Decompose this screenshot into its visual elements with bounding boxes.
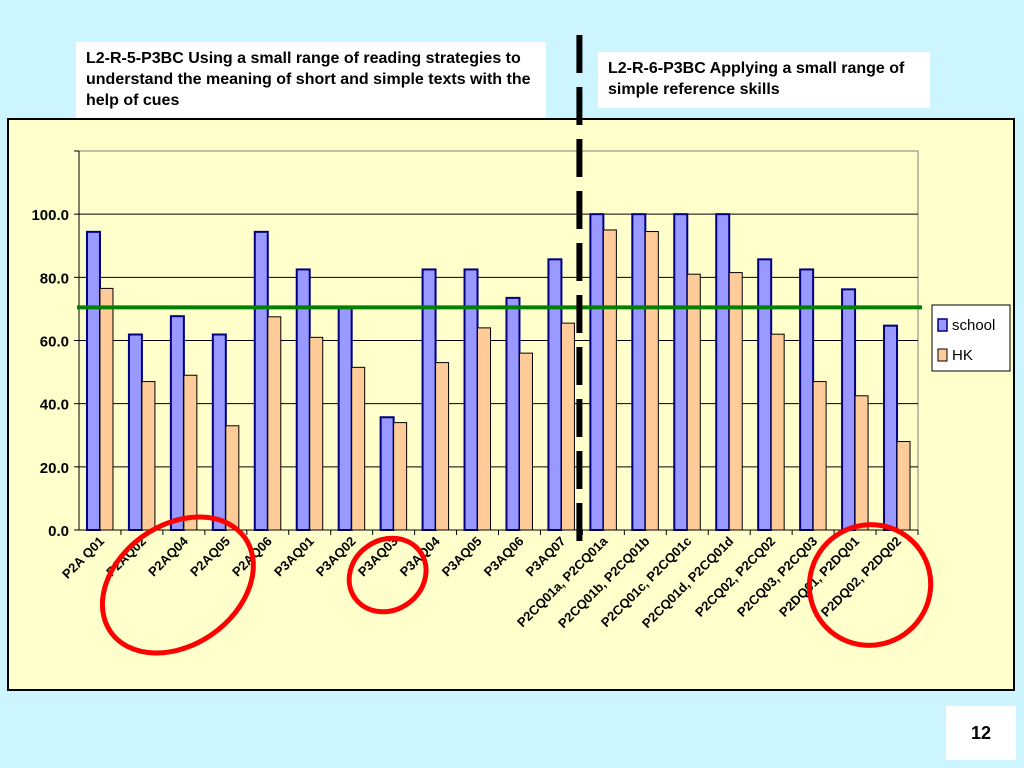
x-tick-label: P2DQ02, P2DQ02 (818, 534, 904, 620)
x-tick-label: P2AQ04 (145, 533, 191, 579)
callout-right: L2-R-6-P3BC Applying a small range of si… (598, 52, 930, 108)
bar-hk (518, 352, 533, 531)
bar-school (211, 333, 227, 532)
page-number: 12 (946, 706, 1016, 760)
grid-layer (78, 150, 919, 531)
legend-school-label: school (952, 317, 995, 334)
bar-hk (560, 322, 575, 531)
bar-school (127, 333, 143, 532)
bar-hk (728, 272, 743, 531)
y-tick-label: 0.0 (48, 523, 69, 540)
highlight-ellipse (346, 535, 429, 615)
legend: school HK (931, 304, 1011, 372)
bar-hk (812, 381, 827, 531)
bar-school (841, 288, 857, 531)
bar-hk (770, 333, 785, 531)
bar-hk (183, 374, 198, 531)
bar-school (337, 306, 353, 531)
bar-school (253, 230, 269, 531)
y-tick-label: 40.0 (40, 397, 69, 414)
bar-school (673, 213, 689, 532)
y-tick-label: 60.0 (40, 334, 69, 351)
overlay-layer (77, 35, 934, 656)
x-tick-label: P2A Q01 (59, 534, 107, 582)
bar-school (883, 324, 899, 531)
bar-school (169, 315, 185, 532)
highlight-ellipse (99, 514, 256, 656)
bar-school (379, 416, 395, 531)
legend-school-swatch (937, 318, 948, 332)
y-tick-label: 100.0 (31, 207, 69, 224)
bar-hk (896, 441, 911, 531)
bar-hk (435, 362, 450, 531)
bar-school (715, 213, 731, 532)
bar-hk (602, 229, 617, 531)
callout-left: L2-R-5-P3BC Using a small range of readi… (76, 42, 546, 120)
legend-hk-swatch (937, 348, 948, 362)
bar-hk (644, 231, 659, 531)
bar-school (547, 258, 563, 531)
bar-hk (351, 366, 366, 531)
bar-school (757, 258, 773, 531)
bars-layer (85, 213, 911, 532)
bar-school (631, 213, 647, 532)
y-tick-label: 20.0 (40, 460, 69, 477)
bar-hk (686, 273, 701, 531)
bar-school (505, 296, 521, 531)
bar-hk (141, 381, 156, 531)
axis-layer: 0.0 20.0 40.0 60.0 80.0 100.0 (31, 150, 919, 540)
highlight-ellipse (806, 522, 934, 648)
bar-hk (393, 422, 408, 531)
bar-hk (225, 425, 240, 531)
x-tick-label: P2AQ05 (187, 534, 233, 580)
x-tick-label: P3AQ05 (439, 534, 485, 580)
bar-school (589, 213, 605, 532)
x-tick-label: P3AQ01 (271, 534, 317, 580)
bar-hk (267, 316, 282, 531)
bar-school (85, 230, 101, 531)
legend-hk-label: HK (952, 347, 973, 364)
bar-hk (477, 327, 492, 531)
y-tick-label: 80.0 (40, 270, 69, 287)
bar-hk (309, 336, 324, 531)
x-tick-labels: P2A Q01P2AQ02P2AQ04P2AQ05P2AQ06P3AQ01P3A… (59, 533, 904, 631)
bar-hk (99, 287, 114, 531)
bar-hk (854, 395, 869, 531)
x-tick-label: P3AQ06 (481, 534, 527, 580)
